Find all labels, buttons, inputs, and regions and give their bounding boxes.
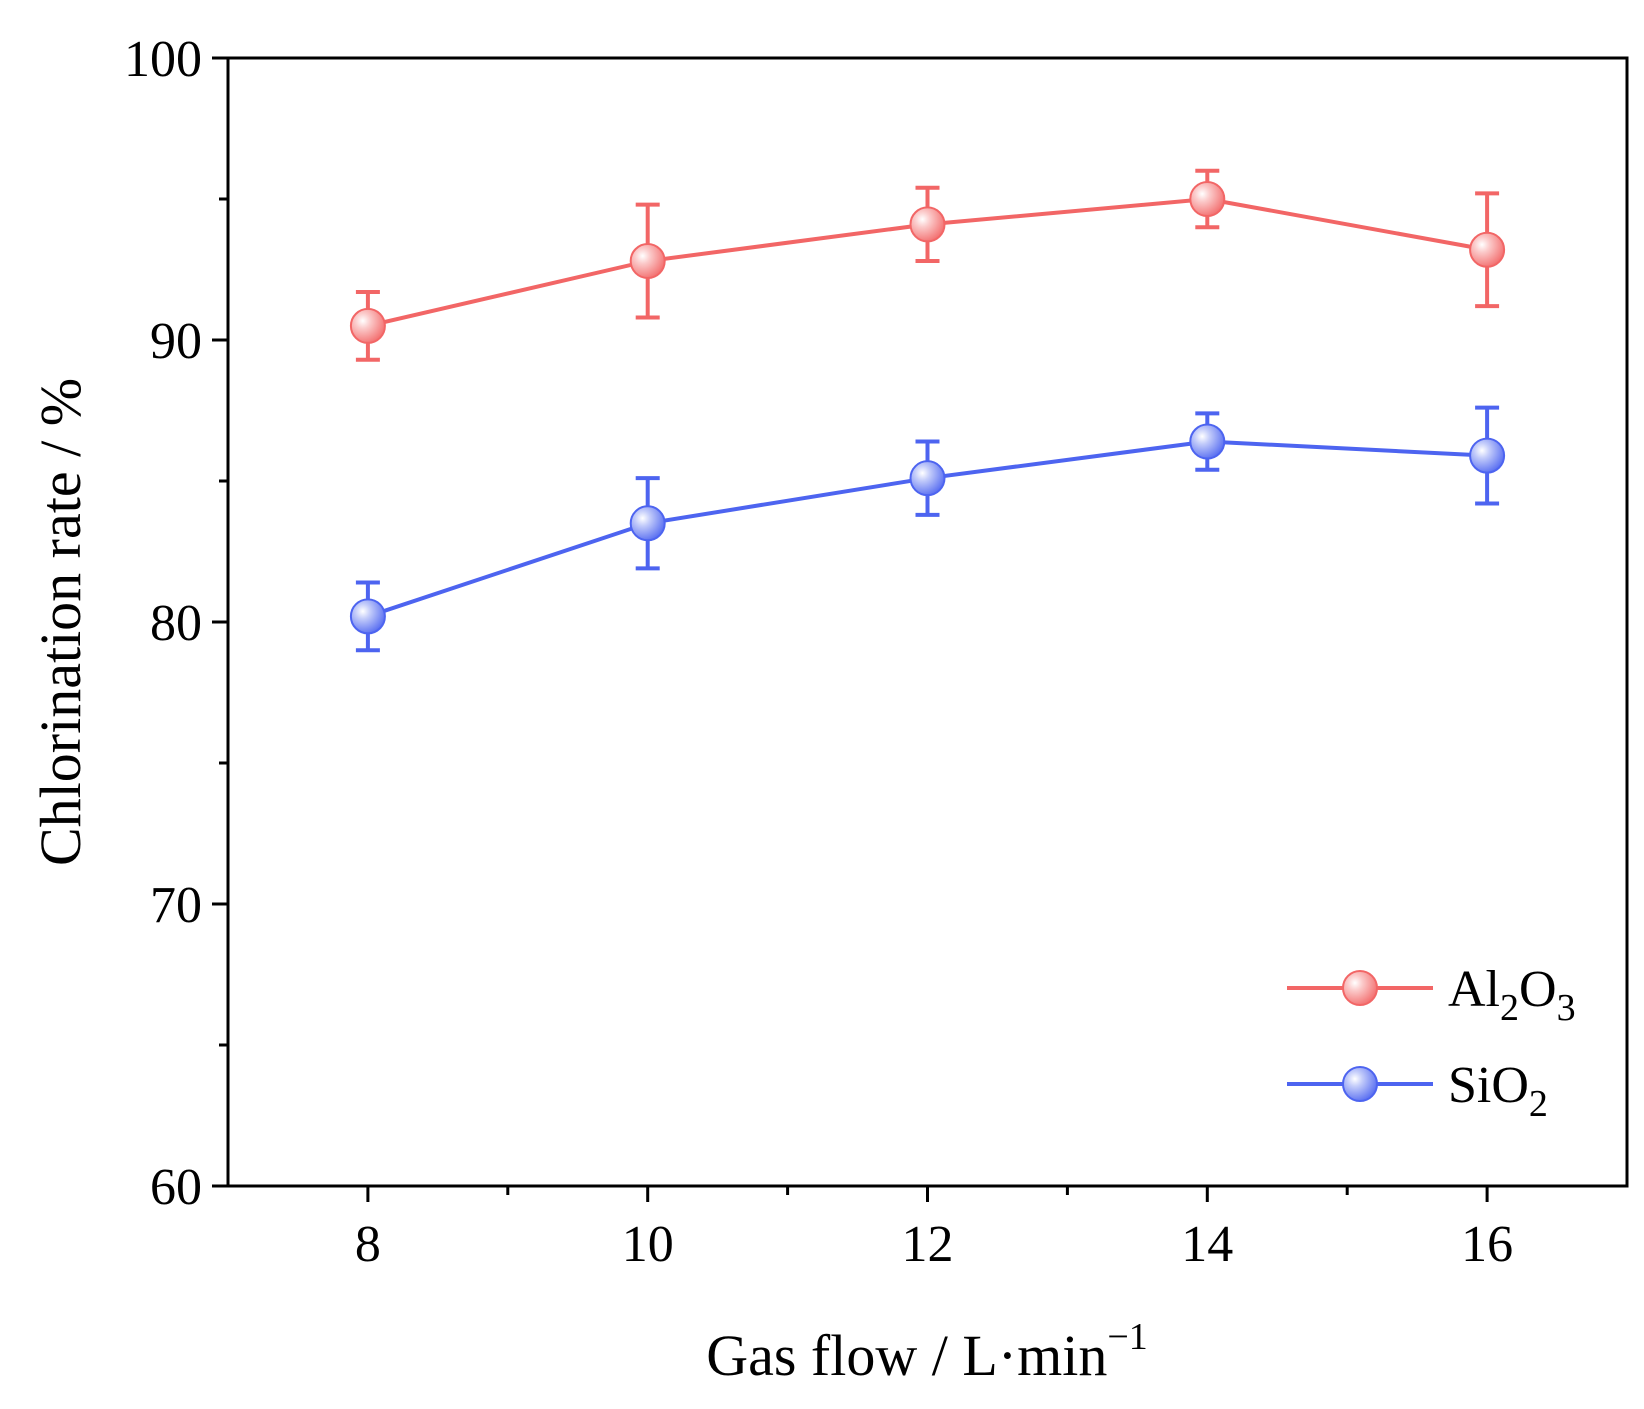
legend-label-subscript: 2 (1500, 987, 1519, 1029)
y-tick-label: 80 (150, 595, 202, 652)
x-tick-label: 10 (622, 1216, 674, 1273)
legend-label-text: SiO (1448, 1057, 1529, 1114)
series-sio2 (349, 405, 1506, 653)
data-point (349, 598, 386, 635)
legend-marker (1342, 1066, 1378, 1102)
x-tick-label: 8 (355, 1216, 381, 1273)
data-point (629, 505, 666, 542)
legend-label-text: Al (1448, 961, 1500, 1018)
legend-item-sio2: SiO2 (1287, 1057, 1548, 1125)
y-tick-label: 60 (150, 1159, 202, 1216)
data-point (1469, 437, 1506, 474)
legend-label-subscript: 3 (1557, 987, 1576, 1029)
data-point (349, 307, 386, 344)
legend-label: Al2O3 (1448, 961, 1576, 1029)
legend-label-subscript: 2 (1529, 1083, 1548, 1125)
data-point (1189, 181, 1226, 217)
x-axis-title: Gas flow / L·min−1 (706, 1316, 1148, 1388)
y-tick-label: 70 (150, 877, 202, 934)
legend-marker (1342, 970, 1378, 1006)
x-axis-ticks: 8 10 12 14 16 (355, 1186, 1513, 1273)
y-tick-label: 100 (124, 31, 202, 88)
x-tick-label: 12 (902, 1216, 954, 1273)
data-point (629, 243, 666, 280)
y-axis-title: Chlorination rate / % (28, 378, 93, 866)
legend-label: SiO2 (1448, 1057, 1548, 1125)
x-tick-label: 14 (1181, 1216, 1233, 1273)
series-layer (349, 168, 1506, 653)
legend-item-al2o3: Al2O3 (1287, 961, 1576, 1029)
series-al2o3 (349, 168, 1506, 362)
data-point (909, 460, 946, 497)
y-tick-label: 90 (150, 313, 202, 370)
data-point (909, 206, 946, 243)
legend-label-text: O (1519, 961, 1557, 1018)
y-axis-ticks: 60 70 80 90 100 (124, 31, 228, 1216)
data-point (1189, 423, 1226, 460)
x-tick-label: 16 (1461, 1216, 1513, 1273)
data-point (1469, 231, 1506, 268)
